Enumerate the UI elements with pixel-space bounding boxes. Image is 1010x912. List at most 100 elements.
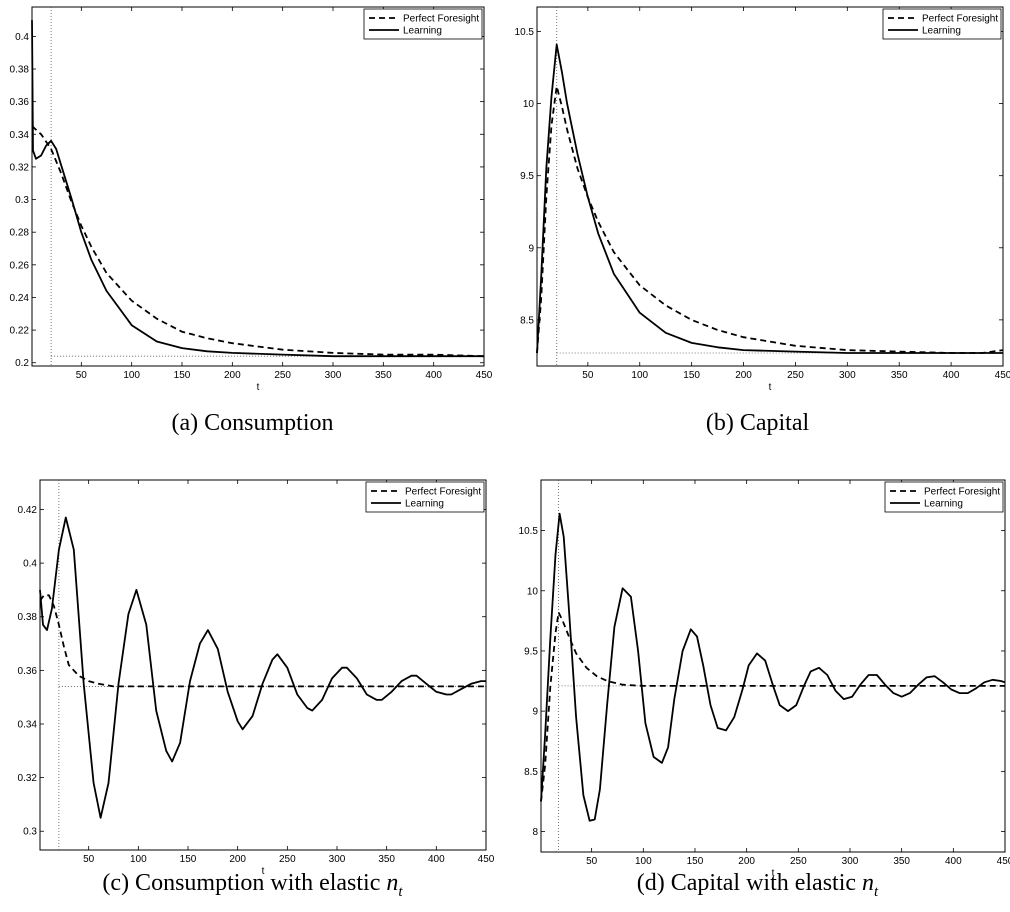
caption-d-math: n bbox=[862, 870, 875, 896]
x-tick-label: 450 bbox=[995, 370, 1010, 381]
chart-panel-d: 50 100 150 200 250 300 350 400 450 t 8 8.5 9 9.5 10 10.… bbox=[505, 456, 1010, 912]
caption-d-sub: t bbox=[874, 883, 879, 900]
consumption-chart: 50 100 150 200 250 300 350 400 450 t 0.2 0.22 0.24 0.… bbox=[10, 6, 493, 393]
x-tick-label: 50 bbox=[586, 856, 598, 867]
chart-panel-b: 50 100 150 200 250 300 350 400 450 t 8.5 9 9.5 10 10.5… bbox=[505, 0, 1010, 456]
legend-box bbox=[884, 481, 1004, 513]
consumption-elastic-chart: 50 100 150 200 250 300 350 400 450 t 0.3 0.32 0.34 0.… bbox=[18, 479, 495, 877]
capital-chart: 50 100 150 200 250 300 350 400 450 t 8.5 9 9.5 10 10.5… bbox=[515, 6, 1010, 393]
legend-label: Learning bbox=[922, 26, 961, 37]
x-tick-label: 200 bbox=[738, 856, 755, 867]
x-tick-label: 300 bbox=[329, 854, 346, 865]
y-tick-label: 10.5 bbox=[519, 526, 539, 537]
x-tick-label: 200 bbox=[735, 370, 752, 381]
caption-d-text: (d) Capital with elastic bbox=[636, 870, 857, 896]
x-tick-label: 50 bbox=[582, 370, 594, 381]
y-tick-label: 10 bbox=[523, 99, 535, 110]
x-tick-label: 400 bbox=[943, 370, 960, 381]
x-tick-label: 350 bbox=[375, 370, 392, 381]
x-tick-label: 300 bbox=[839, 370, 856, 381]
x-tick-label: 150 bbox=[180, 854, 197, 865]
y-tick-label: 0.4 bbox=[15, 32, 29, 43]
y-tick-label: 0.34 bbox=[10, 130, 30, 141]
y-tick-label: 0.3 bbox=[15, 195, 29, 206]
x-tick-label: 300 bbox=[325, 370, 342, 381]
y-tick-label: 0.26 bbox=[10, 260, 30, 271]
plot-frame bbox=[39, 479, 487, 851]
x-tick-label: 400 bbox=[428, 854, 445, 865]
y-tick-label: 0.38 bbox=[10, 65, 30, 76]
x-tick-label: 400 bbox=[945, 856, 962, 867]
y-tick-label: 0.36 bbox=[10, 97, 30, 108]
x-tick-label: 50 bbox=[83, 854, 95, 865]
y-tick-label: 0.32 bbox=[18, 773, 38, 784]
x-tick-label: 200 bbox=[229, 854, 246, 865]
y-tick-label: 0.4 bbox=[23, 559, 37, 570]
caption-c-text: (c) Consumption with elastic bbox=[102, 870, 381, 896]
x-tick-label: 100 bbox=[130, 854, 147, 865]
x-tick-label: 250 bbox=[279, 854, 296, 865]
x-tick-label: 300 bbox=[842, 856, 859, 867]
y-tick-label: 8 bbox=[532, 827, 538, 838]
x-tick-label: 200 bbox=[224, 370, 241, 381]
caption-c-sub: t bbox=[398, 883, 403, 900]
x-tick-label: 150 bbox=[687, 856, 704, 867]
y-tick-label: 0.24 bbox=[10, 293, 30, 304]
x-tick-label: 150 bbox=[683, 370, 700, 381]
x-tick-label: 150 bbox=[174, 370, 191, 381]
series-line-perfect-foresight bbox=[536, 85, 1004, 354]
x-tick-label: 350 bbox=[893, 856, 910, 867]
series-line-learning bbox=[540, 512, 1006, 822]
y-tick-label: 0.38 bbox=[18, 612, 38, 623]
x-tick-label: 100 bbox=[631, 370, 648, 381]
x-tick-label: 100 bbox=[123, 370, 140, 381]
x-tick-label: 450 bbox=[478, 854, 495, 865]
x-tick-label: 50 bbox=[76, 370, 88, 381]
y-tick-label: 8.5 bbox=[520, 315, 534, 326]
legend-box bbox=[363, 8, 483, 40]
plot-frame bbox=[536, 6, 1004, 367]
caption-b: (b) Capital bbox=[505, 410, 1010, 437]
caption-a: (a) Consumption bbox=[0, 410, 505, 437]
chart-panel-a: 50 100 150 200 250 300 350 400 450 t 0.2 0.22 0.24 0.… bbox=[0, 0, 505, 456]
y-tick-label: 9 bbox=[532, 707, 538, 718]
legend-label: Learning bbox=[924, 499, 963, 510]
y-tick-label: 8.5 bbox=[524, 767, 538, 778]
x-tick-label: 250 bbox=[787, 370, 804, 381]
legend-label: Perfect Foresight bbox=[924, 487, 1000, 498]
legend-label: Perfect Foresight bbox=[922, 14, 998, 25]
x-tick-label: 350 bbox=[891, 370, 908, 381]
plot-frame bbox=[540, 479, 1006, 853]
x-axis-label: t bbox=[769, 382, 772, 393]
y-tick-label: 0.28 bbox=[10, 228, 30, 239]
y-tick-label: 0.3 bbox=[23, 827, 37, 838]
chart-panel-c: 50 100 150 200 250 300 350 400 450 t 0.3 0.32 0.34 0.… bbox=[0, 456, 505, 912]
x-tick-label: 400 bbox=[425, 370, 442, 381]
x-axis-label: t bbox=[772, 868, 775, 879]
y-tick-label: 9.5 bbox=[520, 171, 534, 182]
caption-b-text: (b) Capital bbox=[705, 410, 810, 436]
y-tick-label: 10.5 bbox=[515, 27, 535, 38]
x-tick-label: 250 bbox=[274, 370, 291, 381]
y-tick-label: 0.22 bbox=[10, 326, 30, 337]
series-line-learning bbox=[39, 516, 486, 819]
legend-box bbox=[365, 481, 485, 513]
x-tick-label: 450 bbox=[997, 856, 1010, 867]
legend-label: Perfect Foresight bbox=[405, 487, 481, 498]
legend-label: Perfect Foresight bbox=[403, 14, 479, 25]
caption-c-math: n bbox=[386, 870, 399, 896]
caption-d: (d) Capital with elastic nt bbox=[505, 870, 1010, 901]
series-line-perfect-foresight bbox=[31, 125, 485, 358]
y-tick-label: 0.36 bbox=[18, 666, 38, 677]
x-tick-label: 450 bbox=[476, 370, 493, 381]
legend-label: Learning bbox=[405, 499, 444, 510]
y-tick-label: 0.32 bbox=[10, 162, 30, 173]
legend-box bbox=[882, 8, 1002, 40]
series-line-learning bbox=[536, 43, 1003, 354]
y-tick-label: 9.5 bbox=[524, 646, 538, 657]
y-tick-label: 10 bbox=[527, 586, 539, 597]
y-tick-label: 0.34 bbox=[18, 719, 38, 730]
y-tick-label: 9 bbox=[528, 243, 534, 254]
plot-frame bbox=[31, 6, 485, 367]
caption-a-text: (a) Consumption bbox=[171, 410, 334, 436]
